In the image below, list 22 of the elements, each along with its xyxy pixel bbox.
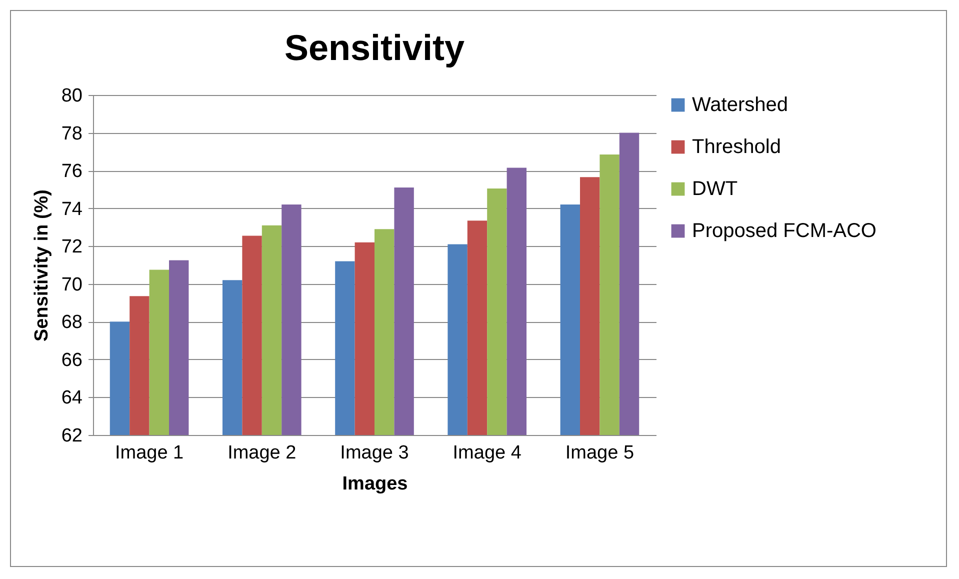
legend-label: Threshold xyxy=(692,136,781,158)
y-tick-label: 72 xyxy=(61,236,82,258)
y-tick-label: 62 xyxy=(61,426,82,446)
y-tick-label: 80 xyxy=(61,86,82,106)
y-tick-label: 64 xyxy=(61,388,83,409)
y-tick-label: 76 xyxy=(61,161,82,182)
x-tick-label: Image 4 xyxy=(452,442,522,464)
y-tick-label: 66 xyxy=(61,350,82,371)
y-axis-title: Sensitivity in (%) xyxy=(31,189,52,342)
legend-label: Proposed FCM-ACO xyxy=(692,220,876,242)
y-tick-label: 68 xyxy=(61,312,82,334)
legend-label: Watershed xyxy=(692,94,788,116)
x-axis-title: Images xyxy=(342,474,408,494)
y-tick-label: 70 xyxy=(61,274,82,296)
y-tick-label: 74 xyxy=(61,198,83,220)
y-tick-label: 78 xyxy=(61,123,82,144)
legend-label: DWT xyxy=(692,178,738,200)
x-tick-label: Image 2 xyxy=(228,442,296,464)
x-tick-label: Image 3 xyxy=(340,442,409,464)
x-tick-label: Image 5 xyxy=(565,442,634,464)
chart-title: Sensitivity xyxy=(284,27,465,68)
x-tick-label: Image 1 xyxy=(114,442,184,464)
